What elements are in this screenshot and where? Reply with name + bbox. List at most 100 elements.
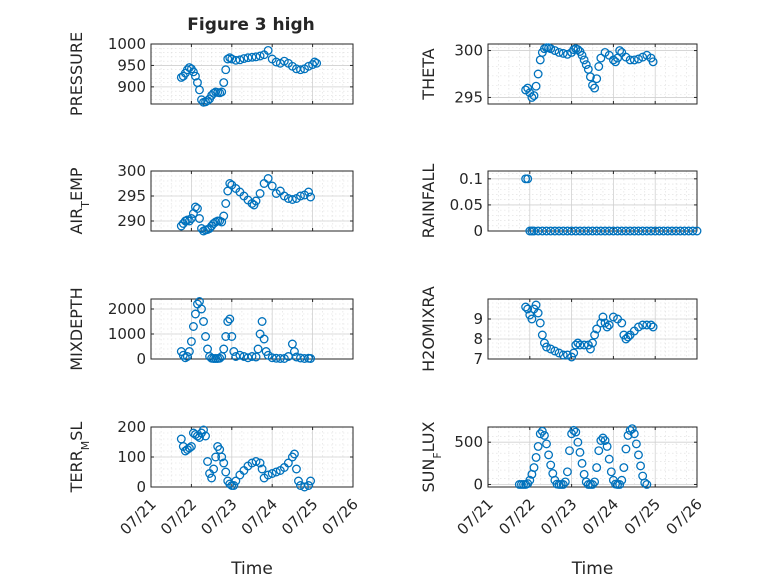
data-point [567,226,577,236]
y-tick-label: 295 [454,88,483,106]
data-point [634,450,643,460]
y-axis-label: PRESSURE [67,32,86,116]
data-point [287,195,297,204]
figure-title: Figure 3 high [187,15,315,35]
data-point [306,192,316,202]
data-point [550,226,560,236]
data-point [310,57,320,67]
data-point [554,348,564,358]
x-tick-label: 07/24 [238,495,281,538]
x-tick-label: 07/22 [495,495,538,538]
data-point [308,60,318,70]
plot-area [488,427,697,487]
axes-frame [150,170,354,232]
data-point [583,226,593,236]
axes-frame [150,43,354,105]
data-point [604,226,614,236]
data-point [267,469,277,478]
y-tick-label: 1000 [108,35,146,53]
x-tick-label: 07/23 [537,495,580,538]
data-point [188,67,198,77]
data-point [546,44,556,54]
data-point [275,354,285,363]
y-tick-label: 0 [136,350,146,368]
data-point [535,318,545,328]
data-point [579,55,589,65]
data-point [546,226,556,236]
data-point [579,226,589,236]
y-tick-label: 500 [454,433,483,451]
data-point [219,344,229,354]
data-point [263,45,273,55]
data-point [535,429,545,439]
data-point [523,174,533,184]
data-point [231,55,241,65]
data-point [255,458,265,468]
data-point [533,308,543,318]
data-point [629,429,639,439]
data-point [571,226,581,236]
data-point [217,217,227,227]
data-point [304,61,314,71]
data-point [221,65,231,75]
data-point [259,334,269,344]
x-tick-label: 07/21 [454,495,497,538]
data-point [638,52,648,62]
data-point [646,320,656,330]
data-point [608,226,618,236]
data-point [186,337,196,346]
data-point [257,464,267,474]
data-point [219,78,229,88]
y-tick-label: 300 [454,42,483,60]
data-point [592,226,602,236]
data-point [257,317,267,326]
data-point [594,62,604,71]
data-point [663,226,673,236]
data-point [184,443,194,453]
data-point [229,481,239,490]
data-point [531,81,541,91]
data-point [195,214,204,223]
subplot-air-temp: 290 295 300 AIRTEMP [67,162,354,236]
data-point [558,480,568,489]
data-point [590,330,600,340]
data-point [223,54,233,64]
data-point [596,436,606,445]
data-point [596,226,606,236]
data-point [537,226,547,236]
data-point [221,467,231,477]
data-point [604,454,614,464]
data-point [300,482,309,492]
data-point [253,344,263,354]
data-point [251,196,261,206]
data-point [571,340,581,350]
data-point [634,54,643,64]
data-point [596,318,606,328]
data-point [684,226,694,236]
y-tick-label: 290 [117,212,146,230]
axes-frame [487,43,698,105]
data-point [542,342,551,352]
subplot-terr-msl: 0 100 200 TERRMSL 07/2107/2207/2307/2407/250… [67,418,362,579]
data-point [627,424,637,434]
data-point [577,50,587,60]
data-point [692,226,702,236]
data-point [306,476,316,486]
y-tick-label: 8 [473,330,483,348]
data-point [615,480,625,489]
data-point [569,348,579,358]
data-point [251,352,261,362]
data-point [180,353,190,363]
data-point [209,88,219,98]
data-point [558,350,568,360]
data-point [594,446,604,456]
data-point [215,353,225,363]
data-point [560,477,570,487]
data-point [585,72,595,82]
axes-frame [487,426,698,488]
subplot-pressure: 900 950 1000 PRESSURE [67,32,354,116]
data-point [533,226,543,236]
data-point [654,226,664,236]
